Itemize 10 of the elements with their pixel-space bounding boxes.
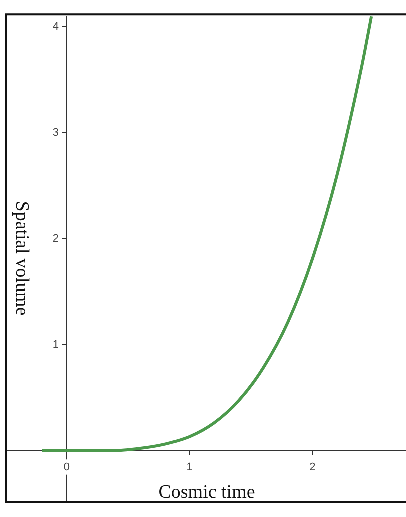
x-tick-label: 2: [310, 461, 316, 474]
y-tick-label: 2: [52, 232, 59, 245]
y-tick-label: 1: [52, 338, 59, 351]
y-tick-label: 3: [52, 127, 59, 140]
x-tick-label: 0: [64, 461, 70, 474]
y-tick-label: 4: [52, 21, 59, 34]
y-axis-title: Spatial volume: [11, 201, 32, 316]
x-axis-title: Cosmic time: [158, 482, 256, 504]
line-series: [40, 15, 374, 452]
x-tick-label: 1: [186, 461, 193, 474]
